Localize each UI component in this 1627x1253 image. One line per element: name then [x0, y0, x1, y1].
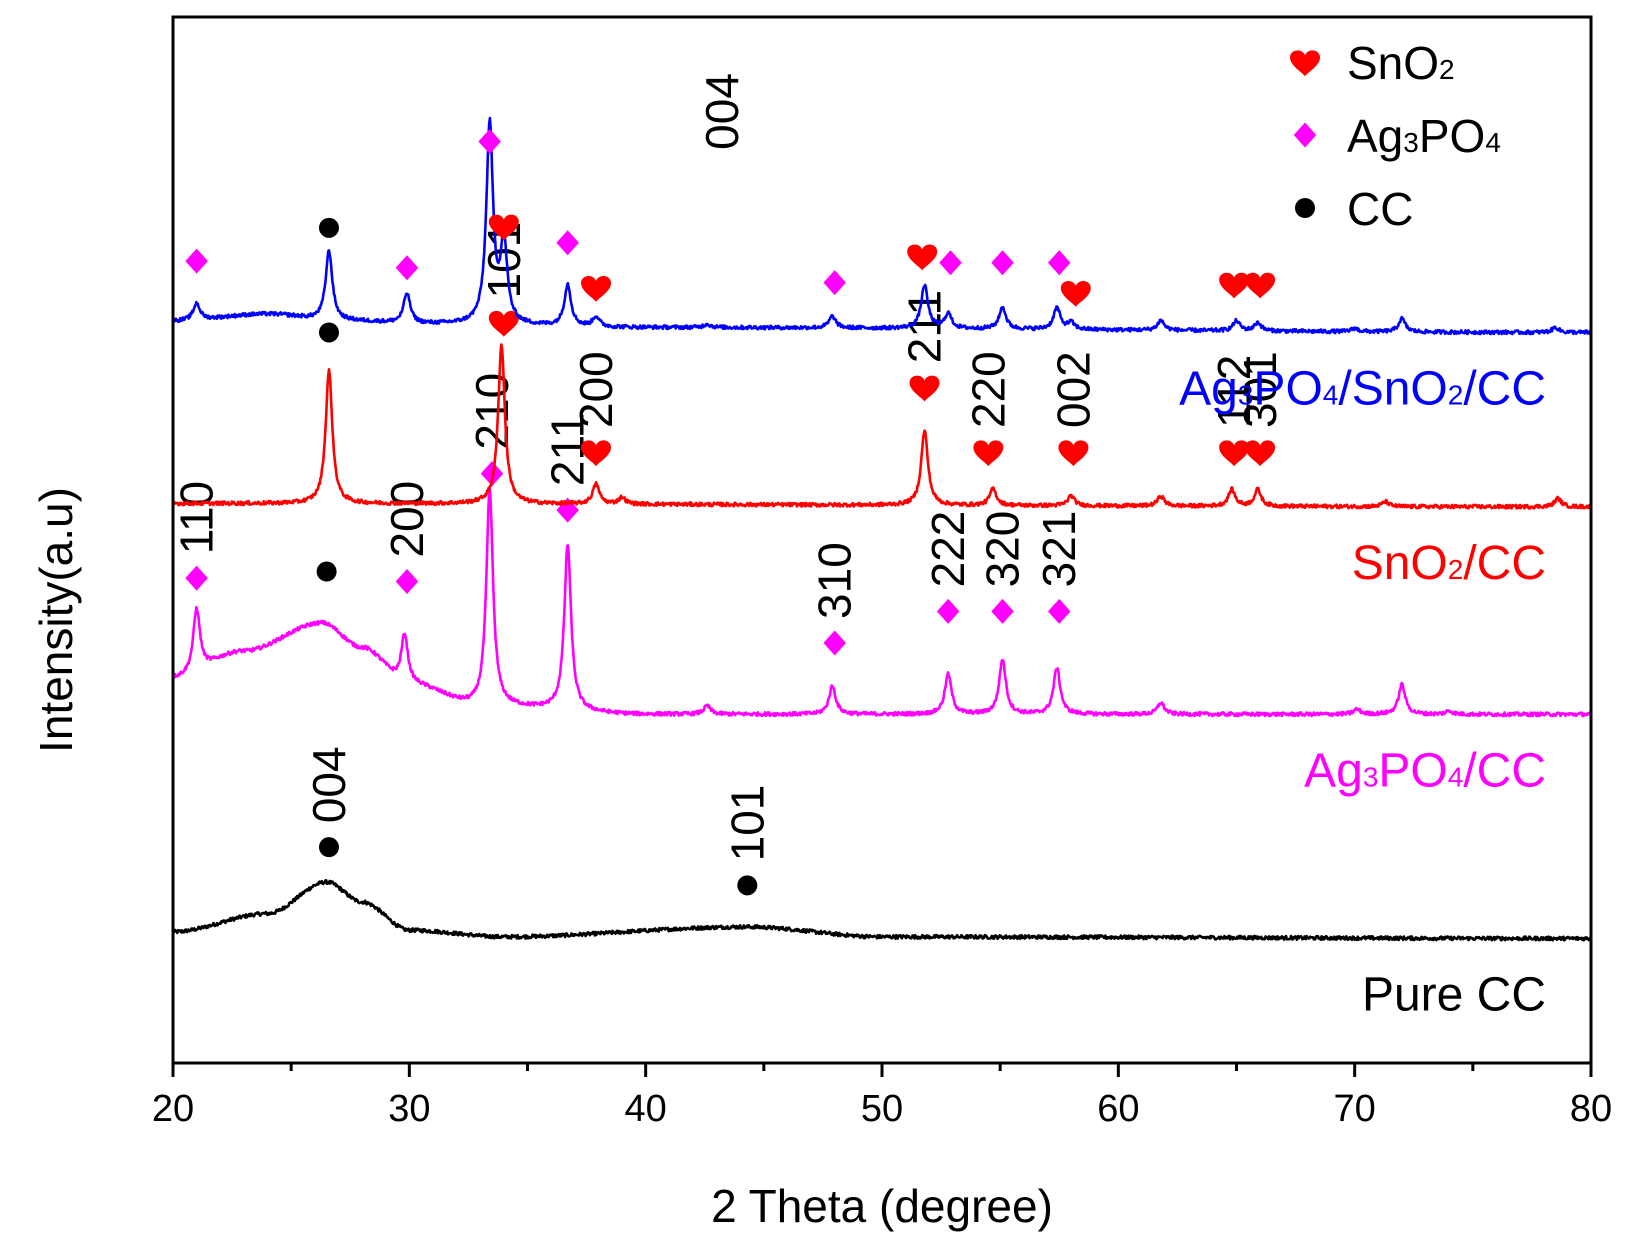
legend-marker-circle [1295, 198, 1315, 218]
x-axis-title: 2 Theta (degree) [711, 1180, 1053, 1232]
peak-marker-sno2-cc-1 [488, 310, 519, 337]
peak-marker-sno2-cc-3 [909, 375, 940, 402]
peak-label-ag3po4-cc-0: 110 [171, 481, 223, 554]
series-label-ag3po4-sno2-cc: Ag3PO4/SnO2/CC [1179, 362, 1546, 415]
peak-marker-ag3po4-sno2-cc-0 [185, 248, 208, 274]
x-tick-label-60: 60 [1097, 1088, 1139, 1130]
peak-marker-ag3po4-sno2-cc-7 [823, 270, 846, 296]
x-tick-label-50: 50 [861, 1088, 903, 1130]
peak-marker-ag3po4-sno2-cc-12 [1060, 280, 1091, 307]
peak-marker-ag3po4-cc-0 [185, 565, 208, 591]
legend-marker-diamond [1293, 122, 1317, 148]
peak-marker-ag3po4-sno2-cc-2 [395, 255, 419, 281]
peak-label-sno2-cc-7: 301 [1234, 351, 1286, 428]
peak-marker-pure-cc-0 [318, 837, 339, 858]
legend: SnO2 Ag3PO4 CC [1290, 37, 1501, 235]
series-label-sno2-cc: SnO2/CC [1352, 537, 1546, 590]
peak-marker-ag3po4-sno2-cc-14 [1245, 272, 1276, 299]
y-axis-title: Intensity(a.u) [30, 487, 82, 753]
peak-marker-ag3po4-cc-7 [991, 598, 1014, 624]
x-tick-label-40: 40 [625, 1088, 667, 1130]
peak-marker-ag3po4-cc-5 [823, 630, 846, 656]
peak-label-ag3po4-cc-8: 321 [1033, 511, 1085, 588]
peak-marker-ag3po4-cc-6 [936, 598, 960, 624]
peak-marker-ag3po4-sno2-cc-4 [488, 214, 519, 241]
legend-label-heart: SnO2 [1347, 37, 1455, 89]
peak-marker-sno2-cc-0 [318, 322, 339, 343]
peak-marker-ag3po4-cc-1 [316, 561, 337, 582]
peak-label-pure-cc-1: 101 [721, 785, 773, 862]
x-tick-label-70: 70 [1334, 1088, 1376, 1130]
x-tick-label-80: 80 [1570, 1088, 1612, 1130]
peak-label-ag3po4-cc-7: 320 [977, 511, 1029, 588]
series-label-pure-cc: Pure CC [1362, 968, 1546, 1021]
peak-marker-ag3po4-sno2-cc-13 [1219, 272, 1250, 299]
series-label-ag3po4-cc: Ag3PO4/CC [1304, 744, 1546, 797]
peak-label-ag3po4-cc-2: 200 [381, 481, 433, 558]
peak-marker-ag3po4-sno2-cc-3 [478, 129, 501, 155]
x-tick-label-20: 20 [152, 1088, 194, 1130]
peak-marker-ag3po4-sno2-cc-1 [318, 217, 339, 238]
peak-marker-ag3po4-sno2-cc-11 [1048, 250, 1071, 276]
legend-label-diamond: Ag3PO4 [1347, 110, 1501, 162]
peak-marker-sno2-cc-6 [1219, 440, 1250, 467]
peak-label-sno2-cc-4: 220 [962, 351, 1014, 428]
peak-label-ag3po4-cc-3: 210 [466, 373, 518, 450]
peak-marker-sno2-cc-7 [1245, 440, 1276, 467]
series-line-ag3po4-sno2-cc [171, 116, 1592, 336]
peak-marker-ag3po4-cc-8 [1048, 598, 1071, 624]
peak-marker-pure-cc-1 [737, 875, 758, 896]
peak-label-sno2-cc-6: 112 [1208, 355, 1260, 428]
x-axis: 20 30 40 50 60 70 80 [152, 1063, 1612, 1130]
peak-marker-sno2-cc-2 [581, 440, 612, 467]
legend-marker-heart [1290, 50, 1320, 77]
series-line-pure-cc [171, 878, 1593, 942]
peak-marker-sno2-cc-4 [973, 440, 1004, 467]
peak-marker-ag3po4-cc-2 [395, 569, 419, 595]
annotation-0: 004 [696, 73, 748, 150]
series-line-sno2-cc [171, 343, 1593, 510]
legend-label-circle: CC [1347, 183, 1413, 235]
peak-marker-ag3po4-sno2-cc-10 [991, 250, 1014, 276]
x-tick-label-30: 30 [388, 1088, 430, 1130]
peak-marker-ag3po4-sno2-cc-6 [581, 276, 612, 302]
peak-label-ag3po4-cc-6: 222 [922, 511, 974, 588]
series-line-ag3po4-cc [172, 488, 1593, 718]
peak-label-ag3po4-cc-5: 310 [809, 542, 861, 619]
peak-label-sno2-cc-5: 002 [1047, 351, 1099, 428]
peak-label-pure-cc-0: 004 [303, 746, 355, 823]
peak-marker-ag3po4-sno2-cc-8 [907, 244, 938, 271]
peak-label-sno2-cc-2: 200 [570, 351, 622, 428]
peak-marker-sno2-cc-5 [1058, 440, 1089, 467]
peak-marker-ag3po4-sno2-cc-9 [939, 250, 962, 276]
peak-marker-ag3po4-sno2-cc-5 [556, 230, 579, 256]
